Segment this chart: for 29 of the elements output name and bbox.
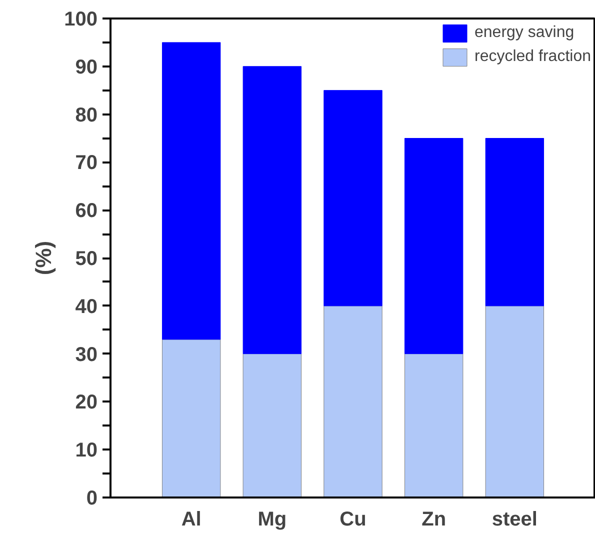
x-tick-label: Cu [340,508,366,530]
y-tick-label: 60 [75,200,98,222]
y-tick-label: 50 [75,248,98,270]
y-tick-label: 0 [86,488,98,510]
bar [485,138,544,306]
y-tick-label: 10 [75,440,98,462]
bar [324,306,382,498]
bar [162,339,221,498]
y-tick-label: 30 [75,344,98,366]
x-tick-label: Al [181,508,202,530]
bar [162,42,221,340]
y-tick-label: 40 [75,296,98,318]
x-tick-label: Mg [258,508,287,530]
y-tick-label: 90 [75,56,98,78]
bar [404,138,464,354]
bar [404,354,464,498]
bar [485,306,544,498]
legend-label: energy saving [474,24,574,42]
y-tick-label: 80 [75,104,98,126]
y-axis-title: (%) [31,240,56,276]
x-tick-label: steel [492,508,538,530]
bar [242,66,302,354]
y-tick-label: 20 [75,392,98,414]
bar [324,90,382,306]
bar [242,354,302,498]
x-tick-label: Zn [422,508,446,530]
y-tick-label: 70 [75,152,98,174]
y-tick-label: 100 [64,8,98,30]
legend-label: recycled fraction [474,48,591,66]
